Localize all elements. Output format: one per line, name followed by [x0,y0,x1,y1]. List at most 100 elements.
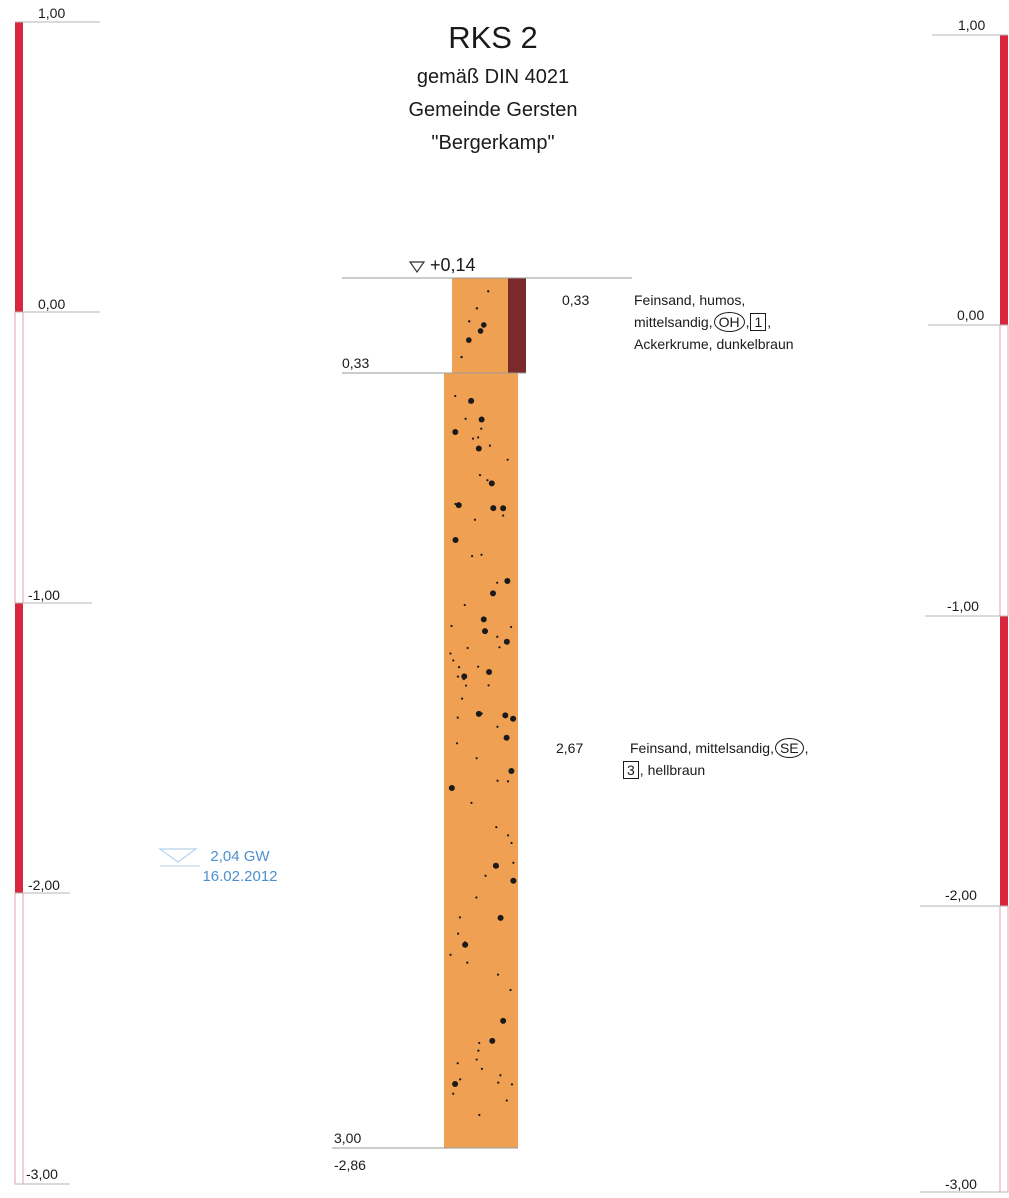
sand-dot [470,801,473,804]
sand-dot [461,673,468,680]
sand-dot [490,505,497,512]
sand-dot [454,394,457,398]
left-scale-label: 1,00 [38,5,66,21]
left-scale-label: -3,00 [26,1166,58,1182]
layer-1-description: Feinsand, humos, mittelsandig, OH, 1, Acke… [634,289,794,355]
sand-dot [452,1080,459,1087]
sand-dot [486,479,489,482]
sand-dot [463,941,467,944]
sand-dot [475,896,478,899]
right-elevation-scale [920,34,1009,1193]
sand-dot [452,1092,455,1095]
sand-dot [475,710,482,717]
sand-dot [450,624,453,628]
sand-dot [484,874,487,877]
right-scale-segment-white [999,324,1009,617]
sand-dot [500,505,507,512]
soil-class-box: 3 [623,761,639,779]
sand-dot [478,1041,481,1045]
layer-2-desc-line2: 3, hellbraun [622,759,809,781]
left-scale-label: 0,00 [38,296,66,312]
sand-dot [503,734,510,741]
layer-1-bottom-depth: 0,33 [342,355,370,371]
sand-dot [448,784,455,791]
sand-dot [449,953,452,956]
left-scale-segment-white [14,892,24,1185]
sand-dot [456,675,460,678]
left-scale-label: -2,00 [28,877,60,893]
sand-dot [509,988,512,992]
layer-1-desc-line2: mittelsandig, OH, 1, [634,311,794,333]
sand-dot [477,446,480,450]
standard-line: gemäß DIN 4021 [416,66,570,88]
sand-dot [512,861,515,864]
sand-dot [452,659,455,662]
soil-group-circle: OH [713,312,745,332]
triangle-down-icon [408,261,426,274]
sand-dot [457,666,461,669]
right-scale-label: -1,00 [947,598,979,614]
sand-dot [489,590,496,597]
sand-dot [498,646,501,649]
sand-dot [468,397,475,404]
sand-dot [502,712,509,719]
sand-dot [487,684,490,687]
sand-dot [488,480,495,487]
left-elevation-scale [14,21,100,1185]
sand-dot [502,514,505,517]
layer-2-fill [444,373,518,1148]
left-scale-segment-red [15,603,23,893]
sand-dot [460,355,463,359]
sand-dot [452,536,459,543]
sand-dot [477,328,484,334]
sand-dot [496,635,499,638]
sand-dot [480,1067,484,1070]
sand-dot [505,1099,508,1102]
sand-dot [457,932,460,935]
layer-1-desc-suffix: , [767,314,772,330]
sand-dot [489,1037,496,1044]
sand-dot [496,779,499,782]
layer-2-desc-line1: Feinsand, mittelsandig, SE, [630,737,809,759]
sand-dot [496,973,500,976]
borehole-column [444,278,526,1148]
layer-2-thickness: 2,67 [556,740,584,756]
project-name-line: "Bergerkamp" [431,132,555,154]
sand-dot [477,436,480,439]
sand-dot [466,961,469,964]
layer-2-bottom-depth: 3,00 [334,1130,362,1146]
sand-dot [488,444,492,447]
sand-dot [480,553,483,556]
layer-2-desc-suffix: , [804,740,809,756]
sand-dot [480,427,483,430]
layer-1-thickness: 0,33 [562,292,590,308]
sand-dot [475,757,478,760]
sand-dot [477,1049,480,1052]
sand-dot [497,1081,500,1084]
layer-2-desc-prefix: Feinsand, mittelsandig, [630,740,774,756]
sand-dot [475,307,479,310]
groundwater-triangle-icon [158,848,198,863]
sand-dot [492,862,499,869]
sand-dot [461,697,464,700]
layer-1-desc-line3: Ackerkrume, dunkelbraun [634,336,794,352]
sand-dot [466,646,469,650]
sand-dot [503,638,510,645]
left-scale-segment-red [15,22,23,312]
groundwater-date: 16.02.2012 [202,868,278,885]
right-scale-segment-red [1000,35,1008,325]
sand-dot [506,834,510,837]
bottom-level-label: -2,86 [334,1157,366,1173]
sand-dot [496,725,499,728]
sand-dot [456,1062,459,1065]
left-scale-segment-white [14,311,24,604]
sand-dot [480,616,487,623]
sand-dot [497,914,504,921]
sand-dot [463,603,466,607]
right-scale-segment-red [1000,616,1008,906]
sand-dot [449,652,452,655]
left-scale-label: -1,00 [28,587,60,603]
right-scale-label: 1,00 [958,17,986,33]
